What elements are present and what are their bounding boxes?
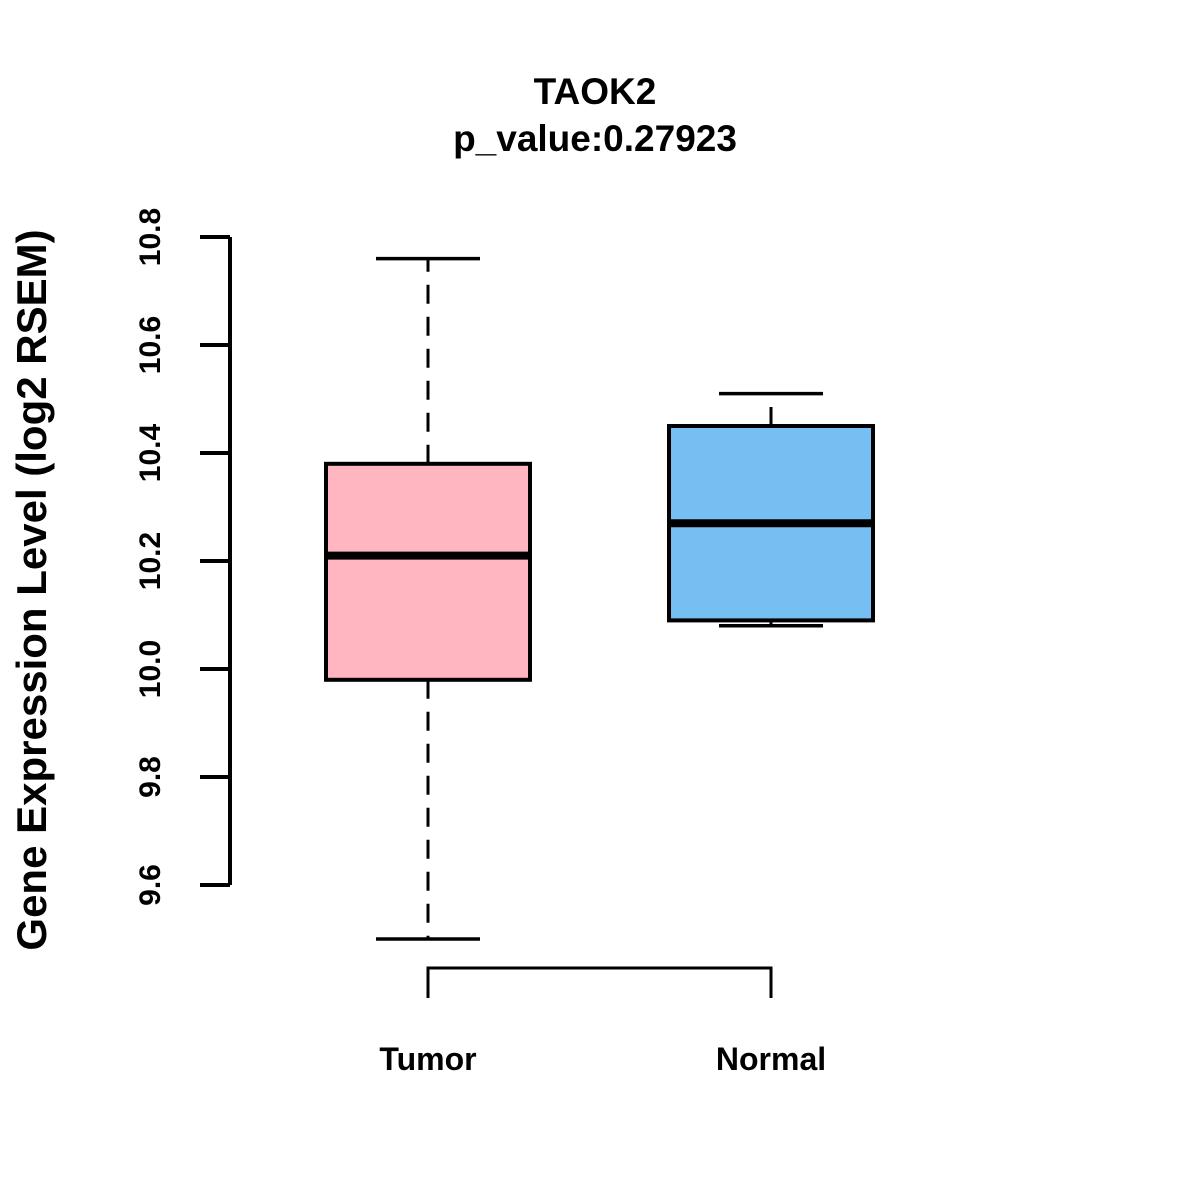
box-body [324, 461, 532, 682]
y-tick-label: 10.8 [134, 208, 167, 266]
x-category-label-normal: Normal [716, 1041, 826, 1077]
y-tick-label: 10.2 [134, 532, 167, 590]
y-axis-label: Gene Expression Level (log2 RSEM) [8, 229, 55, 950]
chart-title: TAOK2 [534, 71, 657, 112]
x-axis-line [426, 966, 773, 998]
y-tick-label: 10.0 [134, 640, 167, 698]
y-axis: 9.6 9.8 10.0 10.2 10.4 10.6 10.8 [134, 208, 232, 906]
y-tick-label: 9.6 [134, 864, 167, 906]
y-tick-label: 9.8 [134, 756, 167, 798]
y-tick-label: 10.6 [134, 316, 167, 374]
y-tick-label: 10.4 [134, 423, 167, 482]
x-axis [426, 966, 773, 998]
box-normal [667, 391, 875, 628]
x-category-label-tumor: Tumor [379, 1041, 476, 1077]
chart-subtitle: p_value:0.27923 [453, 118, 737, 159]
box-series [324, 256, 875, 941]
box-tumor [324, 256, 532, 941]
